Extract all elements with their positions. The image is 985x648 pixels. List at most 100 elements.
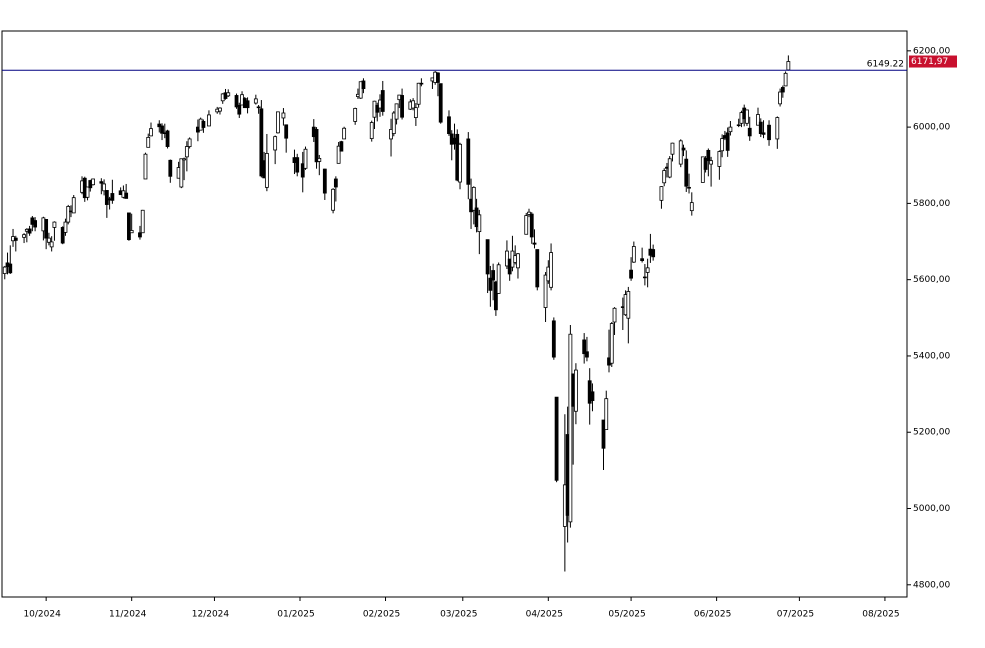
candle-body xyxy=(284,124,289,139)
candle-body xyxy=(295,157,300,173)
last-price-label: 6171,97 xyxy=(911,57,948,67)
candle-body xyxy=(33,220,38,228)
candle-body xyxy=(187,138,192,147)
candle-body xyxy=(22,234,26,238)
candle-body xyxy=(505,250,509,267)
candle-body xyxy=(416,82,421,105)
candle-body xyxy=(165,130,170,147)
candle-body xyxy=(543,274,548,308)
candle-body xyxy=(477,214,482,233)
candle-body xyxy=(529,213,534,238)
candle-body xyxy=(709,160,714,165)
candle-body xyxy=(27,228,32,234)
x-tick-label: 05/2025 xyxy=(608,610,645,620)
candle-body xyxy=(631,246,636,263)
candle-body xyxy=(353,108,358,122)
x-tick-label: 06/2025 xyxy=(694,610,731,620)
candle-body xyxy=(300,163,305,178)
y-tick-label: 5200,00 xyxy=(913,428,950,438)
candle-body xyxy=(66,206,71,223)
x-tick-label: 11/2024 xyxy=(109,610,147,620)
x-tick-label: 02/2025 xyxy=(363,610,400,620)
candle-body xyxy=(640,258,645,262)
candle-body xyxy=(612,307,617,323)
candle-body xyxy=(13,237,18,241)
candle-body xyxy=(447,116,451,134)
candle-body xyxy=(604,398,609,430)
candle-body xyxy=(333,178,338,188)
candle-body xyxy=(662,170,667,184)
candle-body xyxy=(256,106,261,109)
candle-body xyxy=(551,320,556,358)
candle-body xyxy=(527,211,531,215)
candle-body xyxy=(411,100,416,109)
candle-body xyxy=(99,181,104,184)
candle-body xyxy=(400,95,404,118)
candle-body xyxy=(670,142,675,155)
candle-body xyxy=(549,252,553,288)
candle-body xyxy=(761,132,766,135)
candle-body xyxy=(336,145,341,164)
candle-body xyxy=(380,90,385,112)
price-line-label: 6149.22 xyxy=(867,60,904,70)
candle-body xyxy=(703,157,708,170)
candle-body xyxy=(237,104,242,115)
candle-body xyxy=(758,121,763,134)
candle-body xyxy=(535,249,540,288)
candle-body xyxy=(138,232,142,238)
candle-body xyxy=(317,157,322,162)
candle-body xyxy=(516,253,520,269)
candle-body xyxy=(419,82,424,85)
candle-body xyxy=(234,95,239,108)
x-tick-label: 01/2025 xyxy=(277,610,314,620)
candle-body xyxy=(8,263,13,274)
x-tick-label: 04/2025 xyxy=(526,610,563,620)
candle-body xyxy=(659,186,664,201)
last-price-box xyxy=(909,55,957,68)
candle-body xyxy=(52,221,57,228)
candle-body xyxy=(780,87,785,93)
candle-body xyxy=(756,114,760,126)
y-tick-label: 4800,00 xyxy=(913,580,950,590)
candle-body xyxy=(554,396,559,481)
candle-body xyxy=(667,158,672,178)
candle-body xyxy=(331,188,335,211)
candle-body xyxy=(645,267,650,273)
candle-body xyxy=(745,109,749,124)
y-tick-label: 5600,00 xyxy=(913,275,950,285)
candle-body xyxy=(149,128,153,137)
candle-body xyxy=(160,125,164,134)
candle-body xyxy=(629,269,633,279)
candle-body xyxy=(775,117,780,140)
candle-body xyxy=(322,168,327,194)
candle-body xyxy=(104,190,109,205)
candle-body xyxy=(342,127,347,140)
candle-body xyxy=(276,111,280,134)
candle-body xyxy=(369,122,374,139)
candle-body xyxy=(626,291,631,319)
y-tick-label: 5000,00 xyxy=(913,504,950,514)
candle-body xyxy=(47,237,51,243)
y-tick-label: 5400,00 xyxy=(913,351,950,361)
candle-body xyxy=(687,186,691,189)
candle-body xyxy=(110,193,115,201)
candle-body xyxy=(253,98,258,104)
candle-body xyxy=(585,351,589,358)
candle-body xyxy=(146,137,151,148)
candle-body xyxy=(127,212,131,241)
candle-body xyxy=(361,80,366,89)
candle-body xyxy=(60,227,65,244)
candle-body xyxy=(303,148,308,169)
candle-body xyxy=(582,339,587,355)
candle-body xyxy=(273,136,278,151)
candle-body xyxy=(226,92,231,97)
candle-body xyxy=(143,153,148,180)
y-tick-label: 6200,00 xyxy=(913,46,950,56)
candle-body xyxy=(182,158,187,161)
candle-body xyxy=(2,266,7,274)
candle-body xyxy=(491,270,496,281)
candle-body xyxy=(601,419,606,449)
candle-body xyxy=(488,277,493,291)
